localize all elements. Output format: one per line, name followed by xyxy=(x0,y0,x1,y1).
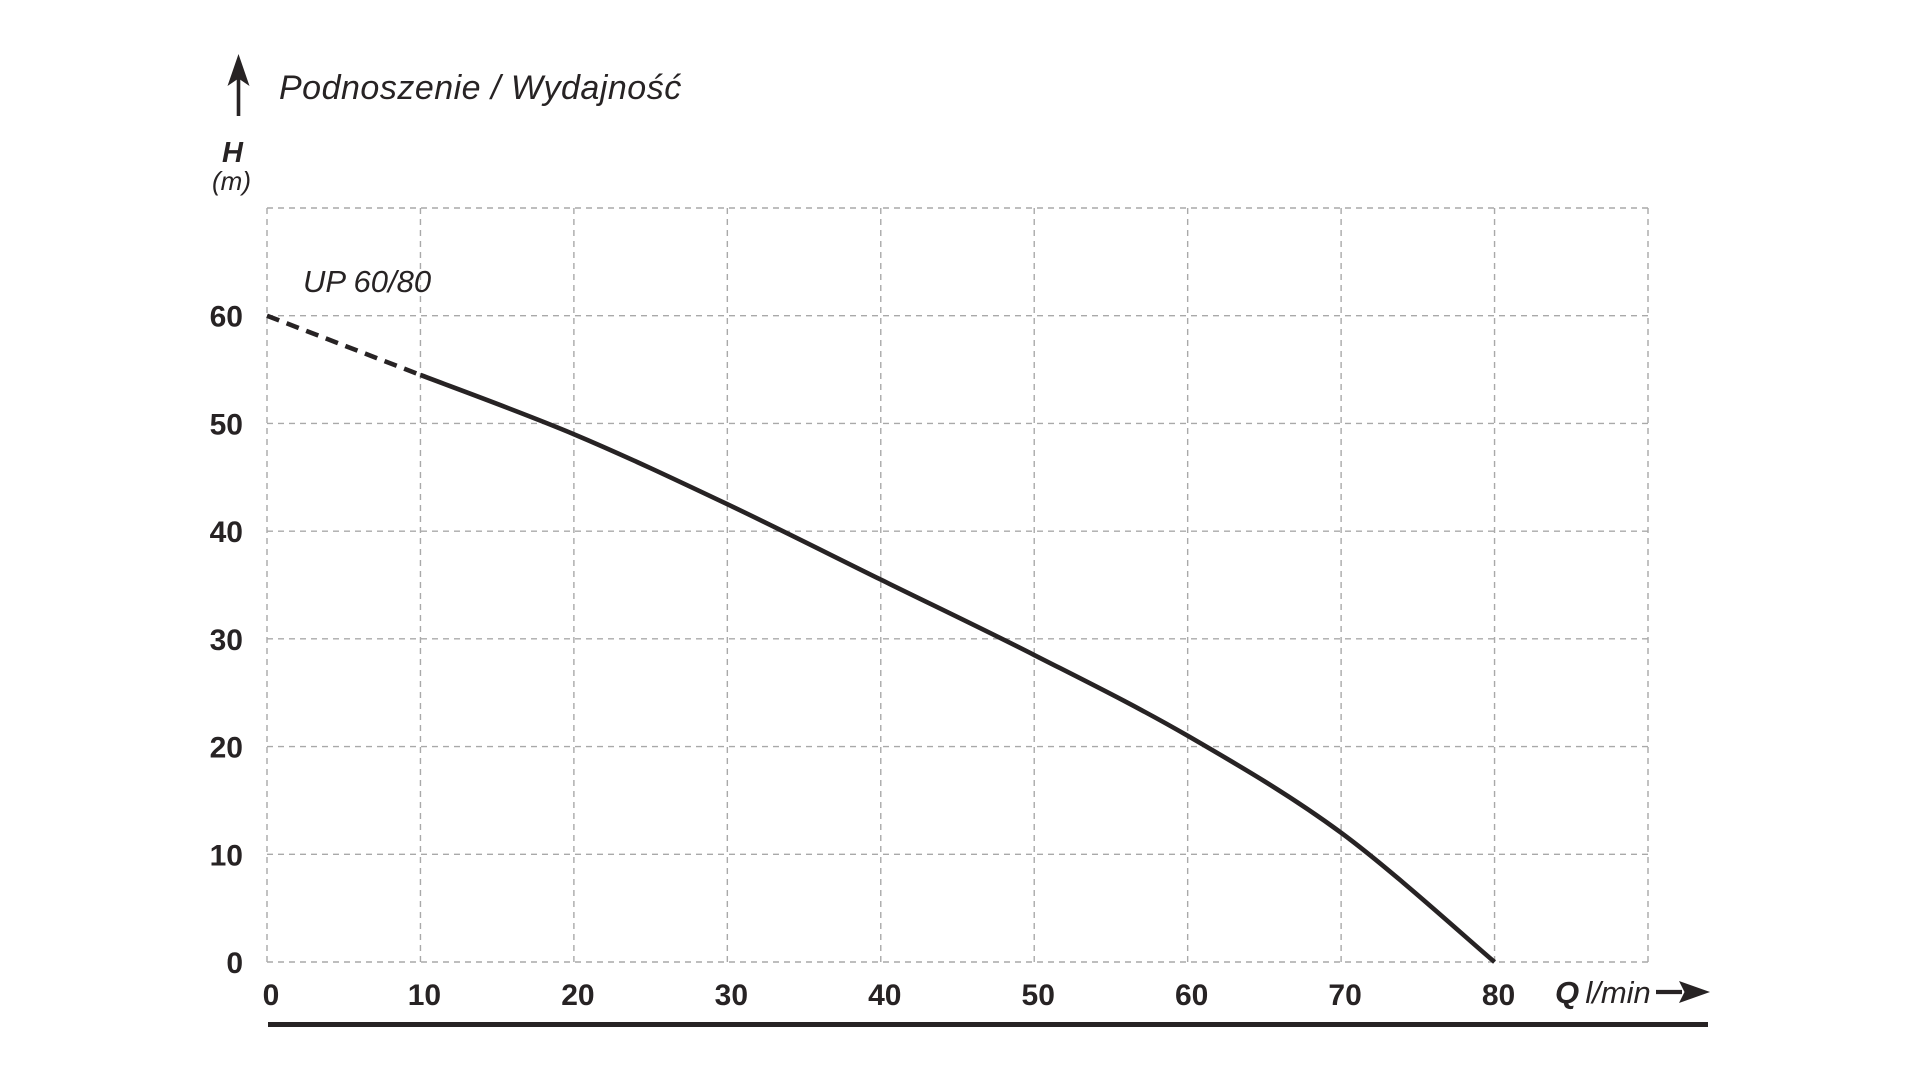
x-axis-symbol: Q xyxy=(1555,975,1580,1010)
y-tick-label: 60 xyxy=(210,301,243,334)
chart-title: Podnoszenie / Wydajność xyxy=(279,69,682,107)
x-axis-baseline-rule xyxy=(268,1022,1708,1027)
x-tick-label: 70 xyxy=(1328,979,1361,1012)
y-tick-label: 40 xyxy=(210,516,243,549)
y-tick-label: 10 xyxy=(210,839,243,872)
y-axis-unit: (m) xyxy=(212,166,251,196)
right-arrow-icon xyxy=(1656,981,1710,1003)
x-tick-label: 10 xyxy=(408,979,441,1012)
x-tick-label: 60 xyxy=(1175,979,1208,1012)
curve-label: UP 60/80 xyxy=(303,264,432,299)
x-tick-label: 0 xyxy=(263,979,280,1012)
pump-curve xyxy=(419,372,1497,964)
x-tick-label: 30 xyxy=(715,979,748,1012)
y-tick-label: 50 xyxy=(210,408,243,441)
up-arrow-icon xyxy=(227,54,250,116)
x-axis-unit: l/min xyxy=(1585,975,1651,1010)
x-tick-label: 80 xyxy=(1482,979,1515,1012)
y-axis-symbol: H xyxy=(222,137,243,169)
y-tick-label: 20 xyxy=(210,732,243,765)
x-tick-label: 40 xyxy=(868,979,901,1012)
y-tick-label: 0 xyxy=(226,947,243,980)
x-tick-label: 50 xyxy=(1022,979,1055,1012)
x-tick-label: 20 xyxy=(561,979,594,1012)
y-tick-label: 30 xyxy=(210,624,243,657)
x-axis-label: Q l/min xyxy=(1555,977,1651,1008)
pump-curve-dashed-segment xyxy=(266,313,422,378)
